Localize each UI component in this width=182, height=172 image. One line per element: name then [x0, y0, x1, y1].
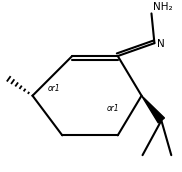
Polygon shape: [142, 96, 165, 123]
Text: or1: or1: [47, 84, 60, 93]
Text: N: N: [157, 39, 165, 49]
Text: NH₂: NH₂: [153, 2, 173, 12]
Text: or1: or1: [107, 104, 119, 113]
